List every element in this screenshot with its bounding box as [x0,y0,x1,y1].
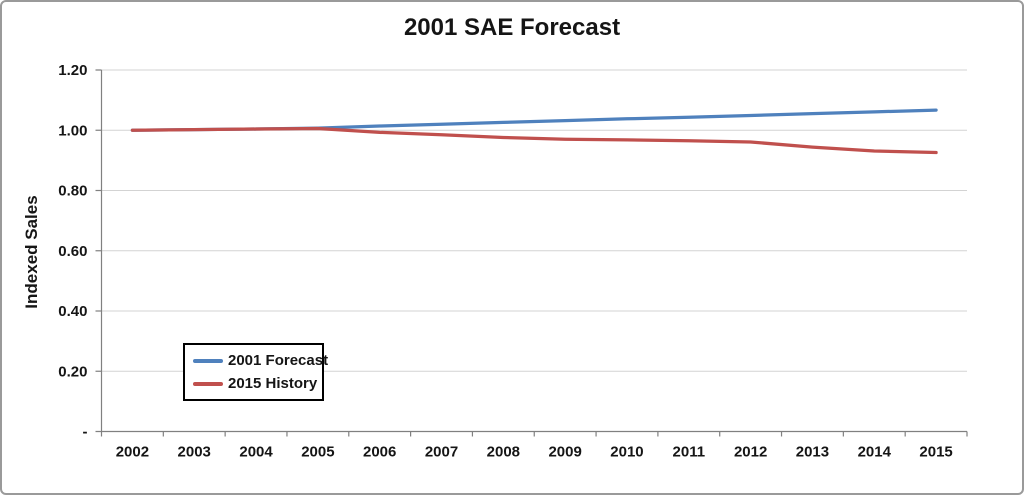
svg-text:2012: 2012 [734,444,767,461]
svg-text:2011: 2011 [673,444,706,461]
forecast-line-swatch [193,358,223,363]
legend-label-history: 2015 History [228,375,318,392]
svg-text:-: - [83,424,88,441]
svg-text:1.20: 1.20 [58,62,87,79]
svg-text:2002: 2002 [116,444,149,461]
svg-text:2005: 2005 [301,444,334,461]
svg-text:2015: 2015 [919,444,952,461]
svg-text:2003: 2003 [178,444,211,461]
legend: 2001 Forecast 2015 History [183,343,328,401]
svg-text:2009: 2009 [548,444,581,461]
svg-text:2013: 2013 [796,444,829,461]
svg-text:2006: 2006 [363,444,396,461]
legend-item-forecast: 2001 Forecast [193,352,328,369]
history-line-swatch [193,381,223,386]
legend-label-forecast: 2001 Forecast [228,352,329,369]
svg-text:0.40: 0.40 [58,303,87,320]
svg-text:2010: 2010 [610,444,643,461]
svg-text:0.60: 0.60 [58,243,87,260]
chart-title: 2001 SAE Forecast [403,14,621,41]
svg-text:2004: 2004 [239,444,273,461]
svg-text:1.00: 1.00 [58,122,87,139]
svg-text:0.20: 0.20 [58,363,87,380]
svg-text:2007: 2007 [425,444,458,461]
svg-text:2008: 2008 [487,444,520,461]
legend-item-history: 2015 History [193,375,318,392]
svg-text:0.80: 0.80 [58,183,87,200]
svg-text:2014: 2014 [858,444,892,461]
